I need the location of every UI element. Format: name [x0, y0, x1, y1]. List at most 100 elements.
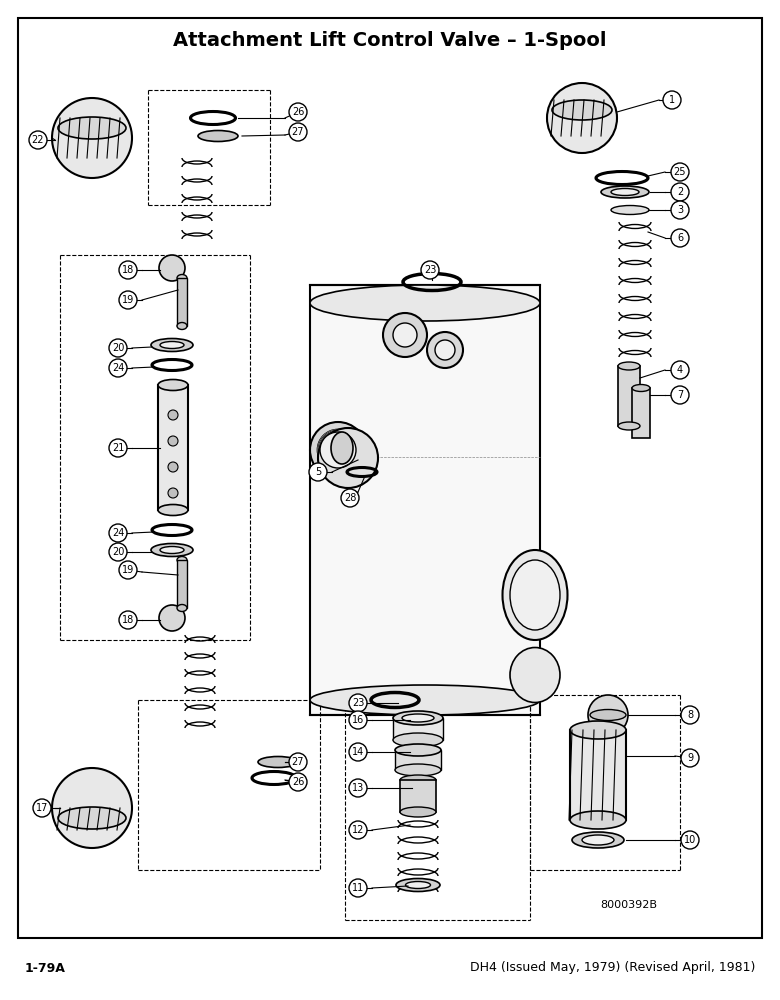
Ellipse shape — [611, 188, 639, 196]
Ellipse shape — [151, 338, 193, 352]
Bar — [618, 366, 640, 426]
Circle shape — [671, 201, 689, 219]
Circle shape — [318, 428, 378, 488]
Ellipse shape — [151, 544, 193, 556]
Circle shape — [289, 103, 307, 121]
Text: 19: 19 — [122, 565, 134, 575]
Text: 7: 7 — [677, 390, 683, 400]
Ellipse shape — [395, 744, 441, 756]
Circle shape — [310, 422, 366, 478]
Ellipse shape — [198, 130, 238, 141]
Bar — [632, 388, 650, 438]
Text: 24: 24 — [112, 363, 124, 373]
Circle shape — [341, 489, 359, 507]
Ellipse shape — [160, 546, 184, 554]
Text: 21: 21 — [112, 443, 124, 453]
Circle shape — [671, 183, 689, 201]
Bar — [570, 730, 626, 820]
Ellipse shape — [58, 117, 126, 139]
Circle shape — [109, 359, 127, 377]
Text: 23: 23 — [424, 265, 436, 275]
Text: 19: 19 — [122, 295, 134, 305]
Text: 26: 26 — [292, 107, 304, 117]
Circle shape — [671, 163, 689, 181]
Circle shape — [159, 605, 185, 631]
Text: Attachment Lift Control Valve – 1-Spool: Attachment Lift Control Valve – 1-Spool — [173, 30, 607, 49]
Ellipse shape — [258, 756, 298, 768]
Ellipse shape — [400, 807, 436, 817]
Circle shape — [349, 779, 367, 797]
Text: 1-79A: 1-79A — [25, 962, 66, 974]
Ellipse shape — [618, 422, 640, 430]
Ellipse shape — [510, 648, 560, 702]
Circle shape — [588, 695, 628, 735]
Bar — [158, 385, 188, 510]
Circle shape — [119, 291, 137, 309]
Circle shape — [671, 229, 689, 247]
Text: 18: 18 — [122, 265, 134, 275]
Circle shape — [320, 432, 356, 468]
Text: 25: 25 — [674, 167, 686, 177]
Ellipse shape — [177, 556, 187, 564]
Ellipse shape — [393, 711, 443, 725]
Text: 27: 27 — [292, 127, 304, 137]
Text: 6: 6 — [677, 233, 683, 243]
Circle shape — [168, 462, 178, 472]
Circle shape — [393, 323, 417, 347]
Circle shape — [663, 91, 681, 109]
Text: 10: 10 — [684, 835, 696, 845]
Text: 22: 22 — [32, 135, 44, 145]
Ellipse shape — [400, 775, 436, 785]
Circle shape — [168, 410, 178, 420]
Circle shape — [109, 543, 127, 561]
Text: 17: 17 — [36, 803, 48, 813]
Ellipse shape — [590, 710, 626, 720]
Ellipse shape — [396, 879, 440, 892]
Bar — [395, 750, 441, 770]
Text: 20: 20 — [112, 343, 124, 353]
Ellipse shape — [158, 504, 188, 516]
Circle shape — [119, 261, 137, 279]
Circle shape — [671, 361, 689, 379]
Circle shape — [349, 743, 367, 761]
Ellipse shape — [395, 764, 441, 776]
Bar — [177, 560, 187, 608]
Text: 16: 16 — [352, 715, 364, 725]
Text: 5: 5 — [315, 467, 321, 477]
Circle shape — [309, 463, 327, 481]
Ellipse shape — [611, 206, 649, 215]
Circle shape — [119, 611, 137, 629]
Ellipse shape — [402, 714, 434, 722]
Circle shape — [349, 879, 367, 897]
Circle shape — [119, 561, 137, 579]
Text: 2: 2 — [677, 187, 683, 197]
Circle shape — [33, 799, 51, 817]
Ellipse shape — [572, 832, 624, 848]
Text: 24: 24 — [112, 528, 124, 538]
Ellipse shape — [177, 274, 187, 282]
Text: 27: 27 — [292, 757, 304, 767]
Circle shape — [168, 488, 178, 498]
Ellipse shape — [582, 835, 614, 845]
Circle shape — [289, 753, 307, 771]
Circle shape — [109, 339, 127, 357]
Text: 3: 3 — [677, 205, 683, 215]
Circle shape — [421, 261, 439, 279]
Ellipse shape — [310, 685, 540, 715]
Circle shape — [681, 706, 699, 724]
Circle shape — [349, 694, 367, 712]
Circle shape — [289, 773, 307, 791]
Bar — [400, 780, 436, 812]
Ellipse shape — [510, 560, 560, 630]
Text: 23: 23 — [352, 698, 364, 708]
Text: 8: 8 — [687, 710, 693, 720]
Circle shape — [435, 340, 455, 360]
Circle shape — [349, 821, 367, 839]
Circle shape — [681, 749, 699, 767]
Ellipse shape — [160, 342, 184, 349]
Circle shape — [671, 386, 689, 404]
Bar — [177, 278, 187, 326]
Text: 28: 28 — [344, 493, 356, 503]
Ellipse shape — [570, 721, 626, 739]
Ellipse shape — [331, 432, 353, 464]
